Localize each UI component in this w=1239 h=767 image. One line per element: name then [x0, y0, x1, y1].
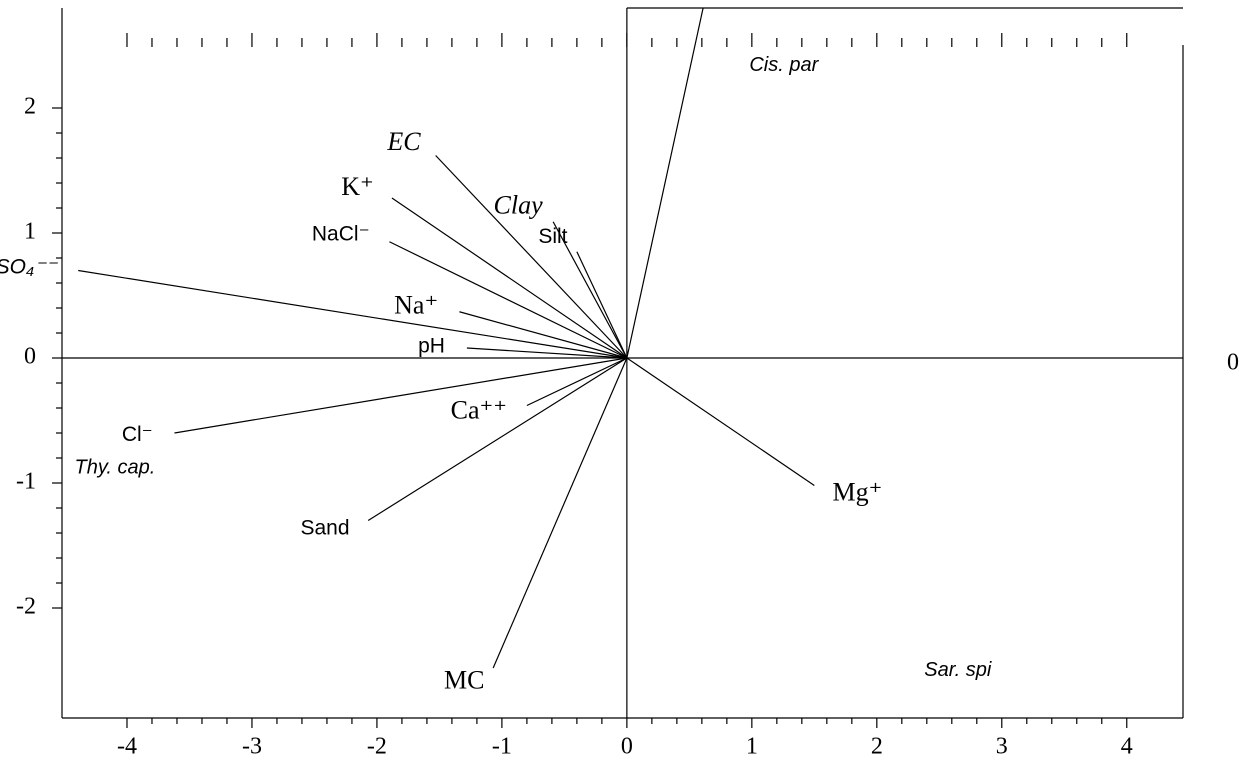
- vector: [389, 241, 628, 359]
- vector-label: Mg⁺: [833, 477, 883, 506]
- vector-label: SO₄⁻⁻: [0, 256, 58, 279]
- vector-label: Na⁺: [394, 290, 438, 319]
- vector-label: EC: [386, 127, 421, 156]
- vector-label: Sand: [301, 517, 350, 540]
- vector-label: Ca⁺⁺: [451, 395, 507, 424]
- y2-tick-label: 0: [1227, 350, 1239, 376]
- x-tick-label: 3: [996, 734, 1008, 760]
- x-tick-label: 2: [871, 734, 883, 760]
- vector: [391, 197, 628, 359]
- vector-label: Silt: [538, 225, 567, 248]
- vector: [576, 251, 628, 359]
- vector-label: Clay: [494, 191, 544, 220]
- vector: [552, 221, 628, 359]
- vector-label: pH: [418, 335, 445, 358]
- x-tick-label: -2: [367, 734, 387, 760]
- species-label: Sar. spi: [924, 659, 992, 681]
- y-tick-label: -2: [16, 594, 36, 620]
- y-tick-label: 1: [24, 219, 36, 245]
- vector: [492, 357, 628, 669]
- x-tick-label: -3: [242, 734, 262, 760]
- vector-label: N: [708, 0, 727, 4]
- vector: [466, 347, 627, 359]
- vector: [367, 357, 628, 522]
- vector: [526, 357, 628, 407]
- vector: [626, 7, 704, 359]
- vector: [459, 311, 628, 359]
- x-tick-label: 4: [1121, 734, 1133, 760]
- vector: [626, 357, 815, 486]
- vector: [435, 155, 628, 359]
- vector-label: NaCl⁻: [312, 222, 370, 245]
- vector-label: MC: [444, 666, 484, 695]
- vector: [78, 269, 627, 359]
- vector-label: Cl⁻: [122, 423, 153, 446]
- y-tick-label: 2: [24, 94, 36, 120]
- species-label: Cis. par: [749, 54, 819, 76]
- vector: [174, 357, 627, 434]
- x-tick-label: 0: [621, 734, 633, 760]
- x-tick-label: 1: [746, 734, 758, 760]
- y-tick-label: 0: [24, 344, 36, 370]
- species-label: Thy. cap.: [74, 456, 155, 478]
- x-tick-label: -1: [492, 734, 512, 760]
- y-tick-label: -1: [16, 469, 36, 495]
- vector-label: K⁺: [341, 172, 374, 201]
- x-tick-label: -4: [117, 734, 137, 760]
